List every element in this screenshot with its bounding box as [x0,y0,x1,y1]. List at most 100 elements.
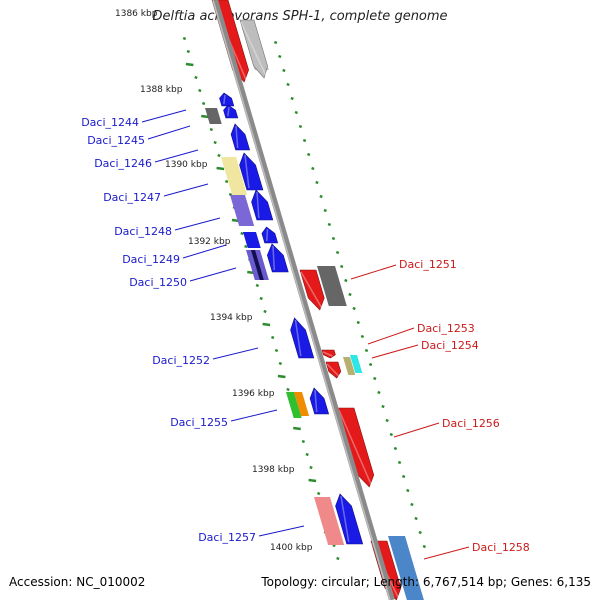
gene-leader-line [212,347,259,360]
ruler-tick [244,244,248,249]
ruler-tick [185,62,194,67]
gene-label[interactable]: Daci_1255 [170,416,228,429]
ruler-tick [240,231,244,236]
ruler-tick [186,49,190,54]
gene-label[interactable]: Daci_1248 [114,225,172,238]
ruler-tick [209,127,214,132]
gene-feature-gray [317,266,347,306]
ruler-tick [194,75,198,80]
gene-leader-line [147,125,191,140]
gene-leader-line [163,183,209,197]
gene-feature-daci-1257 [335,493,364,545]
ruler-label: 1394 kbp [210,313,253,323]
gene-feature-daci-1252 [290,317,315,359]
gene-feature-gray [205,108,222,124]
ruler-tick [356,320,360,325]
ruler-tick [368,362,373,367]
ruler-tick [201,101,206,106]
ruler-label: 1386 kbp [115,9,158,19]
gene-features [205,0,424,600]
ruler-tick [397,460,402,465]
gene-feature-daci-1248-box [230,195,255,226]
ruler-tick [406,488,410,493]
gene-leader-line [350,264,397,280]
ruler-tick [344,278,348,283]
gene-label[interactable]: Daci_1258 [472,541,530,554]
gene-label[interactable]: Daci_1249 [122,253,180,266]
gene-feature-cyan [350,355,363,373]
gene-feature-orange [294,392,310,416]
gene-leader-line [174,217,221,231]
gene-feature-pink [314,497,345,545]
ruler-tick [327,222,332,227]
ruler-label: 1392 kbp [188,237,231,247]
gene-label[interactable]: Daci_1252 [152,354,210,367]
gene-label[interactable]: Daci_1254 [421,339,479,352]
genome-backbone-highlight [212,0,391,600]
gene-feature-daci-1255 [309,387,330,415]
ruler-tick [401,474,406,479]
ruler-tick [224,179,229,184]
gene-label[interactable]: Daci_1247 [103,191,161,204]
ruler-tick [364,348,369,353]
ruler-tick [381,404,385,409]
ruler-tick [315,180,319,185]
gene-labels: Daci_1244 Daci_1245 Daci_1246 Daci_1247 Daci… [81,109,530,560]
ruler-label: 1390 kbp [165,160,208,170]
ruler-tick [311,166,315,171]
gene-leader-line [393,422,440,438]
gene-label[interactable]: Daci_1257 [198,531,256,544]
gene-feature-steel [388,536,424,600]
gene-label[interactable]: Daci_1250 [129,276,187,289]
ruler-tick [389,432,393,437]
gene-label[interactable]: Daci_1256 [442,417,500,430]
gene-feature-green [286,392,302,418]
ruler-tick [213,140,217,145]
ruler-label: 1388 kbp [140,85,183,95]
ruler-tick [373,376,377,381]
ruler-tick [217,153,221,158]
ruler-tick [340,264,344,269]
ruler-tick [377,390,381,395]
ruler-tick [414,516,418,521]
ruler-tick [290,96,294,101]
gene-feature-olive [343,357,356,375]
gene-label[interactable]: Daci_1251 [399,258,457,271]
ruler-tick [298,124,303,129]
gene-feature-daci-1245 [223,104,239,119]
ruler-tick [216,166,225,171]
gene-leader-line [182,244,227,259]
gene-feature-daci-1248 [251,189,274,221]
ruler-label: 1396 kbp [232,389,275,399]
ruler-label: 1398 kbp [252,465,295,475]
ruler-tick [286,387,290,392]
ruler-tick [352,306,356,311]
ruler-tick [418,530,422,535]
gene-label[interactable]: Daci_1244 [81,116,139,129]
ruler-tick [305,452,309,457]
genome-summary-text: Topology: circular; Length: 6,767,514 bp… [261,575,591,589]
ruler-tick [270,335,275,340]
ruler-tick [278,361,283,366]
gene-leader-line [258,525,305,537]
gene-leader-line [367,327,415,345]
ruler-tick [410,502,414,507]
ruler-tick [255,283,260,288]
gene-feature-daci-1249 [261,226,279,244]
gene-label[interactable]: Daci_1245 [87,134,145,147]
ruler-tick [360,334,365,339]
ruler-tick [286,82,290,87]
ruler-tick [331,236,336,241]
ruler-tick [319,194,323,199]
ruler-tick [393,446,398,451]
ruler-tick [282,68,286,73]
gene-leader-line [141,109,187,123]
gene-feature-daci-1247 [239,152,264,191]
gene-label[interactable]: Daci_1246 [94,157,152,170]
gene-label[interactable]: Daci_1253 [417,322,475,335]
ruler-label: 1400 kbp [270,543,313,553]
ruler-tick [302,138,307,143]
ruler-tick [385,418,389,423]
ruler-tick [274,348,279,353]
